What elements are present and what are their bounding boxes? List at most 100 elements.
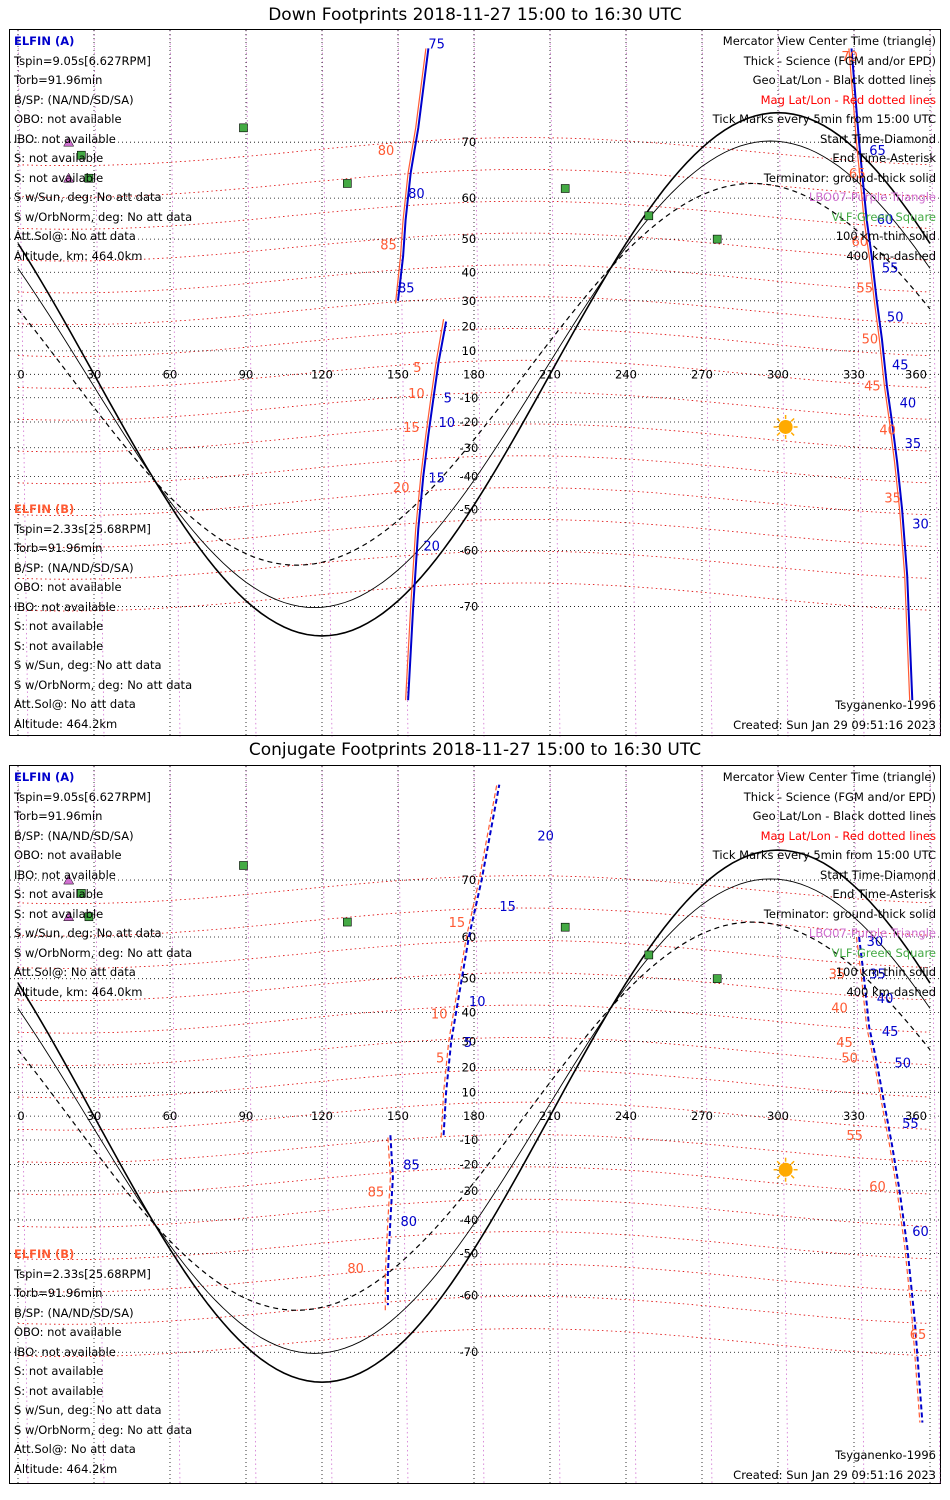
x-tick-label: 150 xyxy=(387,367,409,381)
mag-lat-line xyxy=(17,328,931,357)
y-tick-label: -50 xyxy=(460,503,479,517)
vlf-station-marker xyxy=(77,889,86,898)
vlf-station-marker xyxy=(77,150,86,160)
info-line: Tspin=2.33s[25.68RPM] xyxy=(14,1266,151,1281)
elfin-b-info: ELFIN (B) Tspin=2.33s[25.68RPM] Torb=91.9… xyxy=(14,1245,192,1479)
mag-lat-line xyxy=(17,232,931,262)
legend-entry: Geo Lat/Lon - Black dotted lines xyxy=(752,809,936,823)
info-line: S: not available xyxy=(14,1383,104,1398)
legend-entry: LBO07-Purple Triangle xyxy=(808,926,936,940)
map-svg-conjugate: 0 30 60 90 120 150 180 210 240 270 300 330 360706050… xyxy=(10,766,942,1485)
legend-entry: End Time-Asterisk xyxy=(832,887,936,901)
sun-ray xyxy=(790,1160,795,1165)
y-tick-label: 60 xyxy=(462,191,477,205)
panel-title-down: Down Footprints 2018-11-27 15:00 to 16:3… xyxy=(268,5,682,25)
info-line: S: not available xyxy=(14,170,104,185)
mag-lat-line xyxy=(17,200,931,230)
mag-lon-line xyxy=(321,766,333,1485)
info-line: Torb=91.96min xyxy=(14,809,103,823)
mag-lat-line xyxy=(17,1037,931,1066)
mag-lat-line xyxy=(17,875,931,905)
terminator-400km xyxy=(17,182,931,566)
orbit-tick-label: 85 xyxy=(368,1185,385,1200)
info-line: Att.Sol@: No att data xyxy=(14,697,136,711)
x-tick-label: 120 xyxy=(311,1109,333,1123)
info-line: IBO: not available xyxy=(14,131,116,146)
orbit-track-elfin-a xyxy=(386,1135,394,1306)
elfin-a-info: ELFIN (A) Tspin=9.05s[6.627RPM] Torb=91.9… xyxy=(14,768,192,1002)
info-line: B/SP: (NA/ND/SD/SA) xyxy=(14,1305,134,1320)
y-tick-label: 40 xyxy=(462,265,477,279)
orbit-tick-label: 80 xyxy=(401,1215,418,1230)
orbit-tick-label: 15 xyxy=(428,472,445,487)
mag-lat-line xyxy=(17,359,931,389)
y-tick-label: 50 xyxy=(462,972,477,986)
legend-entry: Start Time-Diamond xyxy=(820,131,936,146)
info-line: OBO: not available xyxy=(14,1325,122,1339)
info-line: S: not available xyxy=(14,638,104,653)
x-tick-label: 180 xyxy=(463,1109,485,1123)
mag-lat-line xyxy=(17,1295,931,1325)
info-line: Att.Sol@: No att data xyxy=(14,229,136,243)
info-line: Tspin=9.05s[6.627RPM] xyxy=(14,53,151,68)
y-tick-label: 70 xyxy=(462,135,477,149)
mag-lon-line xyxy=(549,30,561,737)
terminator-ground xyxy=(17,111,931,637)
orbit-tick-label: 40 xyxy=(877,992,894,1007)
mag-lat-line xyxy=(17,455,931,485)
mag-lon-line xyxy=(17,30,29,737)
y-tick-label: 20 xyxy=(462,320,477,334)
orbit-tick-label: 80 xyxy=(347,1262,364,1277)
orbit-tick-label: 30 xyxy=(867,935,884,950)
orbit-tick-label: 50 xyxy=(841,1052,858,1067)
orbit-tick-label: 5 xyxy=(444,392,452,407)
orbit-tick-label: 85 xyxy=(380,239,397,254)
orbit-tick-label: 50 xyxy=(895,1057,912,1072)
mag-lat-line xyxy=(17,391,931,421)
orbit-track-elfin-b xyxy=(855,936,921,1423)
orbit-track-elfin-b xyxy=(405,318,445,701)
model-label: Tsyganenko-1996 xyxy=(835,1448,936,1462)
mag-lat-line xyxy=(17,582,931,612)
orbit-tick-label: 80 xyxy=(378,144,395,159)
legend-entry: Terminator: ground-thick solid xyxy=(763,906,936,921)
info-line: S w/Sun, deg: No att data xyxy=(14,926,162,940)
orbit-tick-label: 45 xyxy=(836,1036,853,1051)
x-tick-label: 330 xyxy=(843,367,865,381)
x-tick-label: 60 xyxy=(163,1109,178,1123)
terminator-400km xyxy=(17,921,931,1311)
created-label: Created: Sun Jan 29 09:51:16 2023 xyxy=(733,1467,936,1482)
map-svg-down: 0 30 60 90 120 150 180 210 240 270 300 330 360706050… xyxy=(10,30,942,737)
info-line: S w/OrbNorm, deg: No att data xyxy=(14,209,193,224)
sun-icon xyxy=(778,1162,793,1177)
x-tick-label: 120 xyxy=(311,367,333,381)
y-tick-label: -20 xyxy=(460,415,479,429)
legend-entry: Mag Lat/Lon - Red dotted lines xyxy=(760,92,936,107)
info-line: Tspin=9.05s[6.627RPM] xyxy=(14,789,151,804)
info-line: S w/OrbNorm, deg: No att data xyxy=(14,677,193,692)
lbo-triangle-marker xyxy=(63,874,75,885)
sun-ray xyxy=(776,432,781,436)
legend-entry: 100 km-thin solid xyxy=(835,229,936,243)
info-line: B/SP: (NA/ND/SD/SA) xyxy=(14,92,134,107)
mag-lon-line xyxy=(473,30,485,737)
legend: Mercator View Center Time (triangle) Thic… xyxy=(713,768,936,1002)
mag-lon-line xyxy=(397,30,409,737)
info-line: S: not available xyxy=(14,906,104,921)
vlf-station-marker xyxy=(644,950,654,960)
mag-lat-line xyxy=(17,487,931,517)
orbit-tick-label: 35 xyxy=(869,968,886,983)
info-line: S w/OrbNorm, deg: No att data xyxy=(14,945,193,960)
orbit-track-elfin-a xyxy=(442,784,501,1136)
info-line: Torb=91.96min xyxy=(14,541,103,555)
mag-lon-line xyxy=(169,766,181,1485)
y-tick-label: -30 xyxy=(460,1184,479,1198)
mag-lon-line xyxy=(929,30,941,737)
mag-lon-line xyxy=(17,766,29,1485)
info-line: OBO: not available xyxy=(14,112,122,126)
map-panel-down: 0 30 60 90 120 150 180 210 240 270 300 330 360 70 60 50… xyxy=(9,29,942,737)
info-line: B/SP: (NA/ND/SD/SA) xyxy=(14,828,134,843)
orbit-tick-label: 5 xyxy=(436,1052,444,1067)
mag-lon-line xyxy=(321,30,333,737)
legend-entry: VLF-Green Square xyxy=(831,209,936,224)
